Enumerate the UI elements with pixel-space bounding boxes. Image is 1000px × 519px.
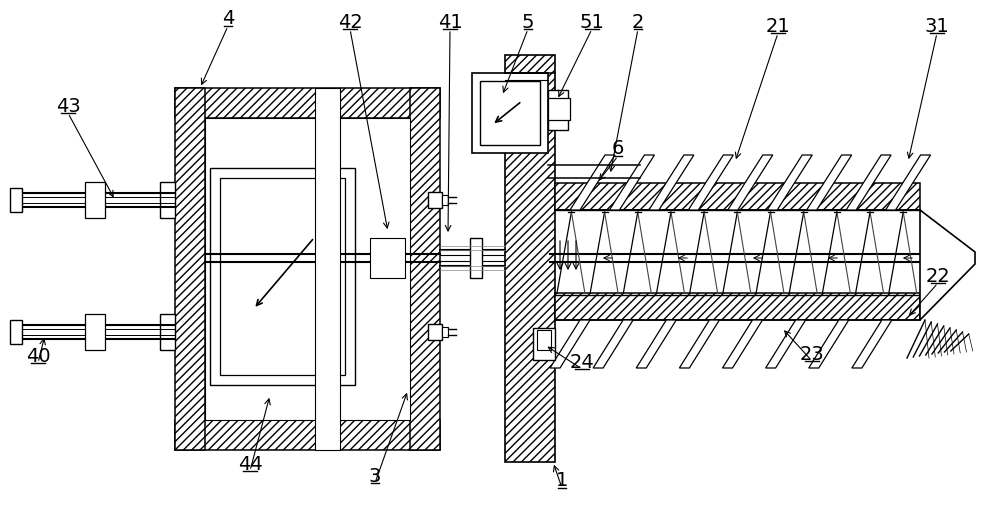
Bar (548, 98, 570, 120)
Bar (537, 330, 551, 350)
Text: 24: 24 (570, 352, 594, 372)
Polygon shape (550, 320, 590, 368)
Polygon shape (920, 210, 975, 320)
Text: 1: 1 (556, 471, 568, 490)
Bar (370, 238, 405, 278)
Bar (442, 327, 448, 337)
Bar (10, 188, 22, 212)
Polygon shape (679, 320, 719, 368)
Text: 41: 41 (438, 12, 462, 32)
Polygon shape (688, 155, 733, 210)
Polygon shape (809, 320, 849, 368)
Polygon shape (593, 320, 633, 368)
Polygon shape (722, 320, 763, 368)
Text: 22: 22 (926, 266, 950, 285)
Bar (85, 182, 105, 218)
Polygon shape (852, 320, 892, 368)
Text: 3: 3 (369, 467, 381, 485)
Polygon shape (570, 155, 615, 210)
Bar (10, 320, 22, 344)
Bar (410, 88, 440, 450)
Bar (175, 420, 440, 450)
Text: 6: 6 (612, 140, 624, 158)
Polygon shape (609, 155, 654, 210)
Polygon shape (728, 155, 773, 210)
Bar (442, 195, 448, 205)
Text: 21: 21 (766, 17, 790, 35)
Text: 51: 51 (580, 12, 604, 32)
Polygon shape (886, 155, 931, 210)
Text: 31: 31 (925, 17, 949, 35)
Bar (220, 178, 345, 375)
Polygon shape (807, 155, 852, 210)
Polygon shape (846, 155, 891, 210)
Polygon shape (649, 155, 694, 210)
Polygon shape (636, 320, 676, 368)
Text: 2: 2 (632, 12, 644, 32)
Bar (315, 88, 340, 450)
Text: 40: 40 (26, 347, 50, 365)
Bar (160, 182, 175, 218)
Bar (175, 88, 440, 118)
Bar (548, 90, 568, 130)
Bar (480, 81, 540, 145)
Text: 23: 23 (800, 345, 824, 363)
Text: 42: 42 (338, 12, 362, 32)
Bar (555, 293, 920, 320)
Bar (160, 314, 175, 350)
Bar (205, 118, 410, 420)
Bar (472, 73, 548, 153)
Bar (210, 168, 355, 385)
Bar (533, 328, 555, 360)
Bar (428, 192, 442, 208)
Text: 4: 4 (222, 9, 234, 29)
Text: 44: 44 (238, 455, 262, 473)
Bar (555, 183, 920, 210)
Polygon shape (766, 320, 806, 368)
Bar (505, 55, 555, 462)
Text: 43: 43 (56, 97, 80, 116)
Text: 5: 5 (522, 12, 534, 32)
Bar (470, 238, 482, 278)
Bar (85, 314, 105, 350)
Bar (428, 324, 442, 340)
Polygon shape (767, 155, 812, 210)
Bar (175, 88, 205, 450)
